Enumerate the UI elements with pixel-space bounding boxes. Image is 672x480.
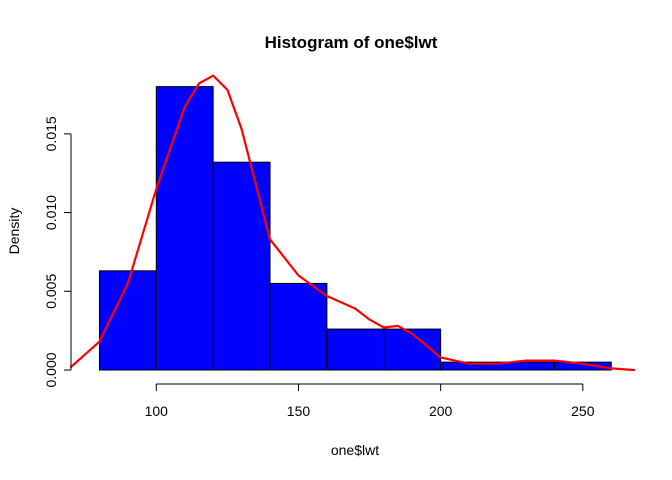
y-tick-label: 0.010 [43, 195, 59, 230]
chart-title: Histogram of one$lwt [265, 33, 438, 52]
y-tick-label: 0.005 [43, 274, 59, 309]
x-axis: 100 150 200 250 [145, 383, 595, 419]
x-tick-label: 250 [571, 403, 595, 419]
histogram-bar-2 [155, 86, 214, 371]
density-curve [69, 74, 636, 372]
y-axis: 0.000 0.005 0.010 0.015 [43, 116, 72, 388]
x-tick-label: 100 [145, 403, 169, 419]
y-tick-label: 0.000 [43, 352, 59, 387]
histogram-bar-9 [553, 361, 612, 371]
histogram-bar-4 [269, 282, 328, 371]
histogram-bar-3 [212, 161, 271, 371]
histogram-bars [98, 86, 612, 371]
y-tick-label: 0.015 [43, 116, 59, 151]
x-tick-label: 200 [429, 403, 453, 419]
histogram-bar-5 [326, 328, 385, 371]
x-tick-label: 150 [287, 403, 311, 419]
y-axis-label: Density [6, 208, 22, 255]
x-axis-label: one$lwt [331, 442, 379, 458]
